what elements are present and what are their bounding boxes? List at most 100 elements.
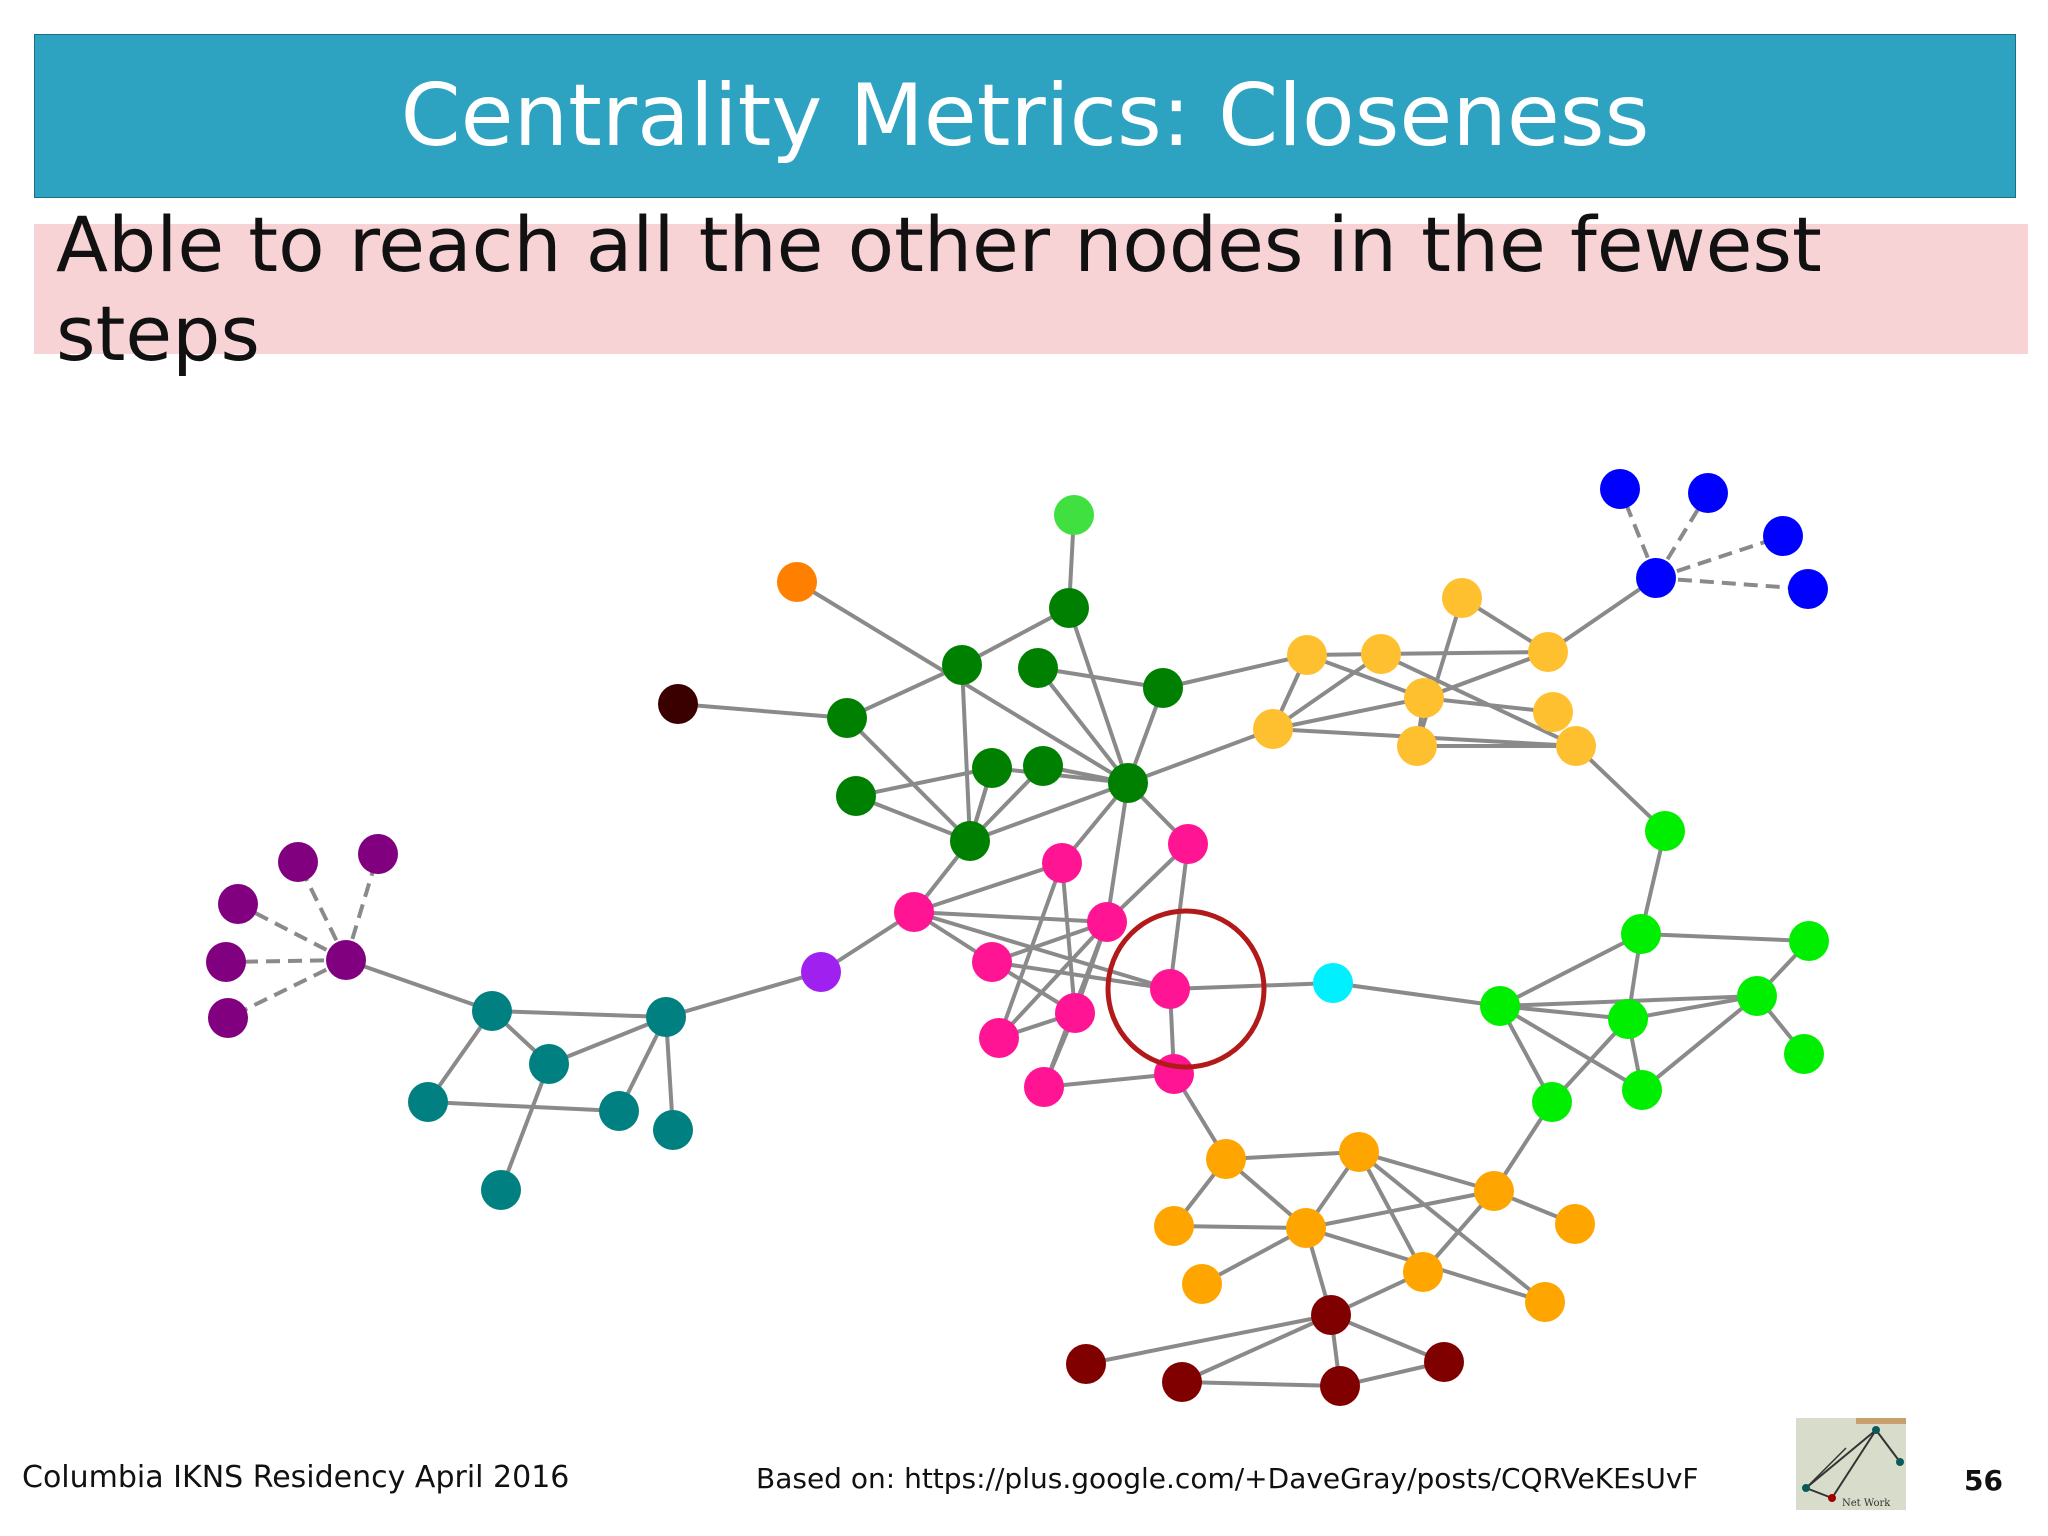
graph-edge (1085, 1313, 1332, 1366)
network-logo: Net Work (1796, 1418, 1906, 1510)
graph-edge (1105, 782, 1130, 923)
node-cyan (1313, 963, 1353, 1003)
node-pink (1150, 969, 1190, 1009)
node-maroon (1424, 1342, 1464, 1382)
node-teal (408, 1082, 448, 1122)
node-lime (1480, 986, 1520, 1026)
node-dark-green (942, 645, 982, 685)
node-blue (1600, 469, 1640, 509)
slide-title: Centrality Metrics: Closeness (400, 66, 1650, 166)
node-maroon (1320, 1366, 1360, 1406)
node-gold (1404, 678, 1444, 718)
node-lime (1608, 999, 1648, 1039)
node-gold (1287, 635, 1327, 675)
graph-edge (548, 1015, 667, 1066)
node-dark-green (1049, 588, 1089, 628)
node-maroon (1066, 1344, 1106, 1384)
graph-edge (1499, 1004, 1629, 1021)
node-pink (1042, 843, 1082, 883)
graph-edge (1043, 1072, 1175, 1089)
graph-edge (1169, 981, 1334, 991)
node-pink (979, 1018, 1019, 1058)
graph-edge (991, 960, 1171, 991)
graph-edge (846, 663, 963, 720)
node-teal (472, 991, 512, 1031)
node-gold (1533, 692, 1573, 732)
graph-edge (855, 766, 993, 798)
graph-edge (1423, 650, 1549, 700)
graph-edge (1173, 1224, 1307, 1230)
graph-edge (1380, 650, 1549, 656)
slide-subtitle: Able to reach all the other nodes in the… (56, 200, 1822, 378)
node-pink (1168, 824, 1208, 864)
graph-edge (913, 910, 1171, 991)
node-gold (1397, 726, 1437, 766)
graph-edge (855, 794, 971, 843)
subtitle-bar: Able to reach all the other nodes in the… (34, 200, 2028, 378)
logo-text: Net Work (1842, 1498, 1891, 1509)
node-pink (894, 892, 934, 932)
graph-edge (845, 716, 972, 843)
graph-edge (225, 958, 347, 964)
node-teal (653, 1110, 693, 1150)
node-dark-green (1108, 763, 1148, 803)
graph-edge (427, 1100, 620, 1113)
graph-edge (665, 970, 822, 1019)
graph-edge (913, 910, 1108, 924)
node-orange (1182, 1264, 1222, 1304)
graph-edge (1415, 597, 1464, 747)
footer-left: Columbia IKNS Residency April 2016 (22, 1460, 570, 1495)
node-orange (1403, 1252, 1443, 1292)
graph-edge (499, 1063, 551, 1191)
node-dark-green (1023, 746, 1063, 786)
graph-edge (345, 958, 493, 1013)
node-dark-green (836, 776, 876, 816)
node-blue (1788, 569, 1828, 609)
graph-edges (225, 488, 1811, 1388)
node-blue (1763, 516, 1803, 556)
node-orange (1525, 1282, 1565, 1322)
node-teal (646, 997, 686, 1037)
graph-edge (1380, 652, 1577, 748)
node-lime (1737, 976, 1777, 1016)
graph-edge (1655, 534, 1784, 580)
node-orange (1206, 1139, 1246, 1179)
graph-edge (1640, 932, 1810, 943)
graph-edge (237, 902, 347, 962)
node-gold (1556, 726, 1596, 766)
graph-edge (1498, 1004, 1644, 1092)
graph-edge (1127, 727, 1274, 785)
graph-edge (1618, 488, 1658, 579)
node-orange (1555, 1204, 1595, 1244)
graph-edge (961, 606, 1070, 667)
graph-edge (1330, 1313, 1445, 1364)
graph-edge (1655, 576, 1809, 591)
graph-edge (677, 702, 848, 720)
graph-edge (1358, 1150, 1495, 1193)
graph-edge (969, 781, 1129, 843)
graph-edge (1225, 1150, 1360, 1161)
node-lime (1621, 914, 1661, 954)
node-purple (208, 998, 248, 1038)
graph-edge (1332, 981, 1501, 1008)
node-purple (326, 940, 366, 980)
node-gold (1528, 632, 1568, 672)
node-maroon (1162, 1362, 1202, 1402)
node-dark-green (950, 821, 990, 861)
node-lime (1532, 1082, 1572, 1122)
node-lime (1789, 921, 1829, 961)
graph-edge (913, 861, 1063, 914)
node-dark-green (972, 748, 1012, 788)
graph-edge (1654, 491, 1710, 580)
graph-edge (1640, 994, 1759, 1092)
node-blue (1688, 473, 1728, 513)
graph-edge (991, 920, 1108, 964)
page-number: 56 (1964, 1464, 2003, 1497)
node-orange (1286, 1208, 1326, 1248)
graph-edge (1271, 652, 1383, 731)
footer-source: Based on: https://plus.google.com/+DaveG… (756, 1462, 1699, 1495)
graph-edge (1036, 666, 1130, 785)
title-bar: Centrality Metrics: Closeness (34, 34, 2016, 198)
graph-edge (1181, 1380, 1341, 1388)
